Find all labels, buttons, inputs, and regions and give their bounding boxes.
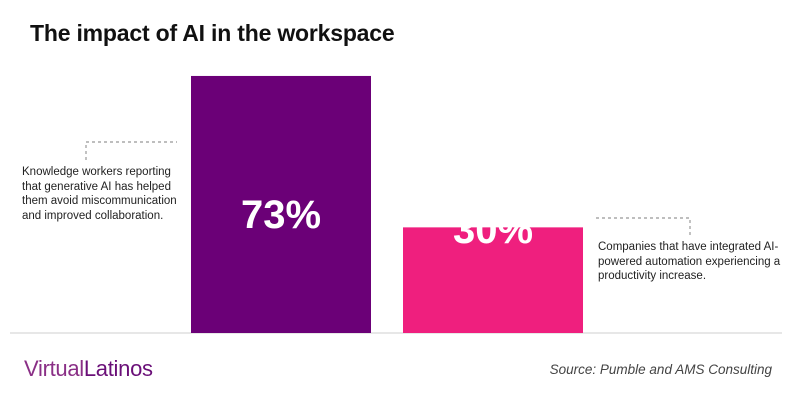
chart-title: The impact of AI in the workspace xyxy=(30,20,395,46)
bar-2 xyxy=(403,227,583,333)
bars-layer: 73% 30% xyxy=(191,75,583,333)
logo-part-latinos: Latinos xyxy=(83,356,153,381)
bar-1 xyxy=(191,75,371,333)
leader-line-left xyxy=(85,141,177,160)
source-note: Source: Pumble and AMS Consulting xyxy=(549,362,772,377)
bar-value-label-2: 30% xyxy=(453,208,533,252)
annotation-left: Knowledge workers reporting that generat… xyxy=(22,166,177,222)
virtual-latinos-logo: VirtualLatinos xyxy=(24,356,153,382)
annotation-right: Companies that have integrated AI-powere… xyxy=(598,241,781,282)
leader-line-right xyxy=(596,217,691,236)
logo-part-virtual: Virtual xyxy=(24,356,84,381)
bar-value-label-1: 73% xyxy=(241,193,321,237)
